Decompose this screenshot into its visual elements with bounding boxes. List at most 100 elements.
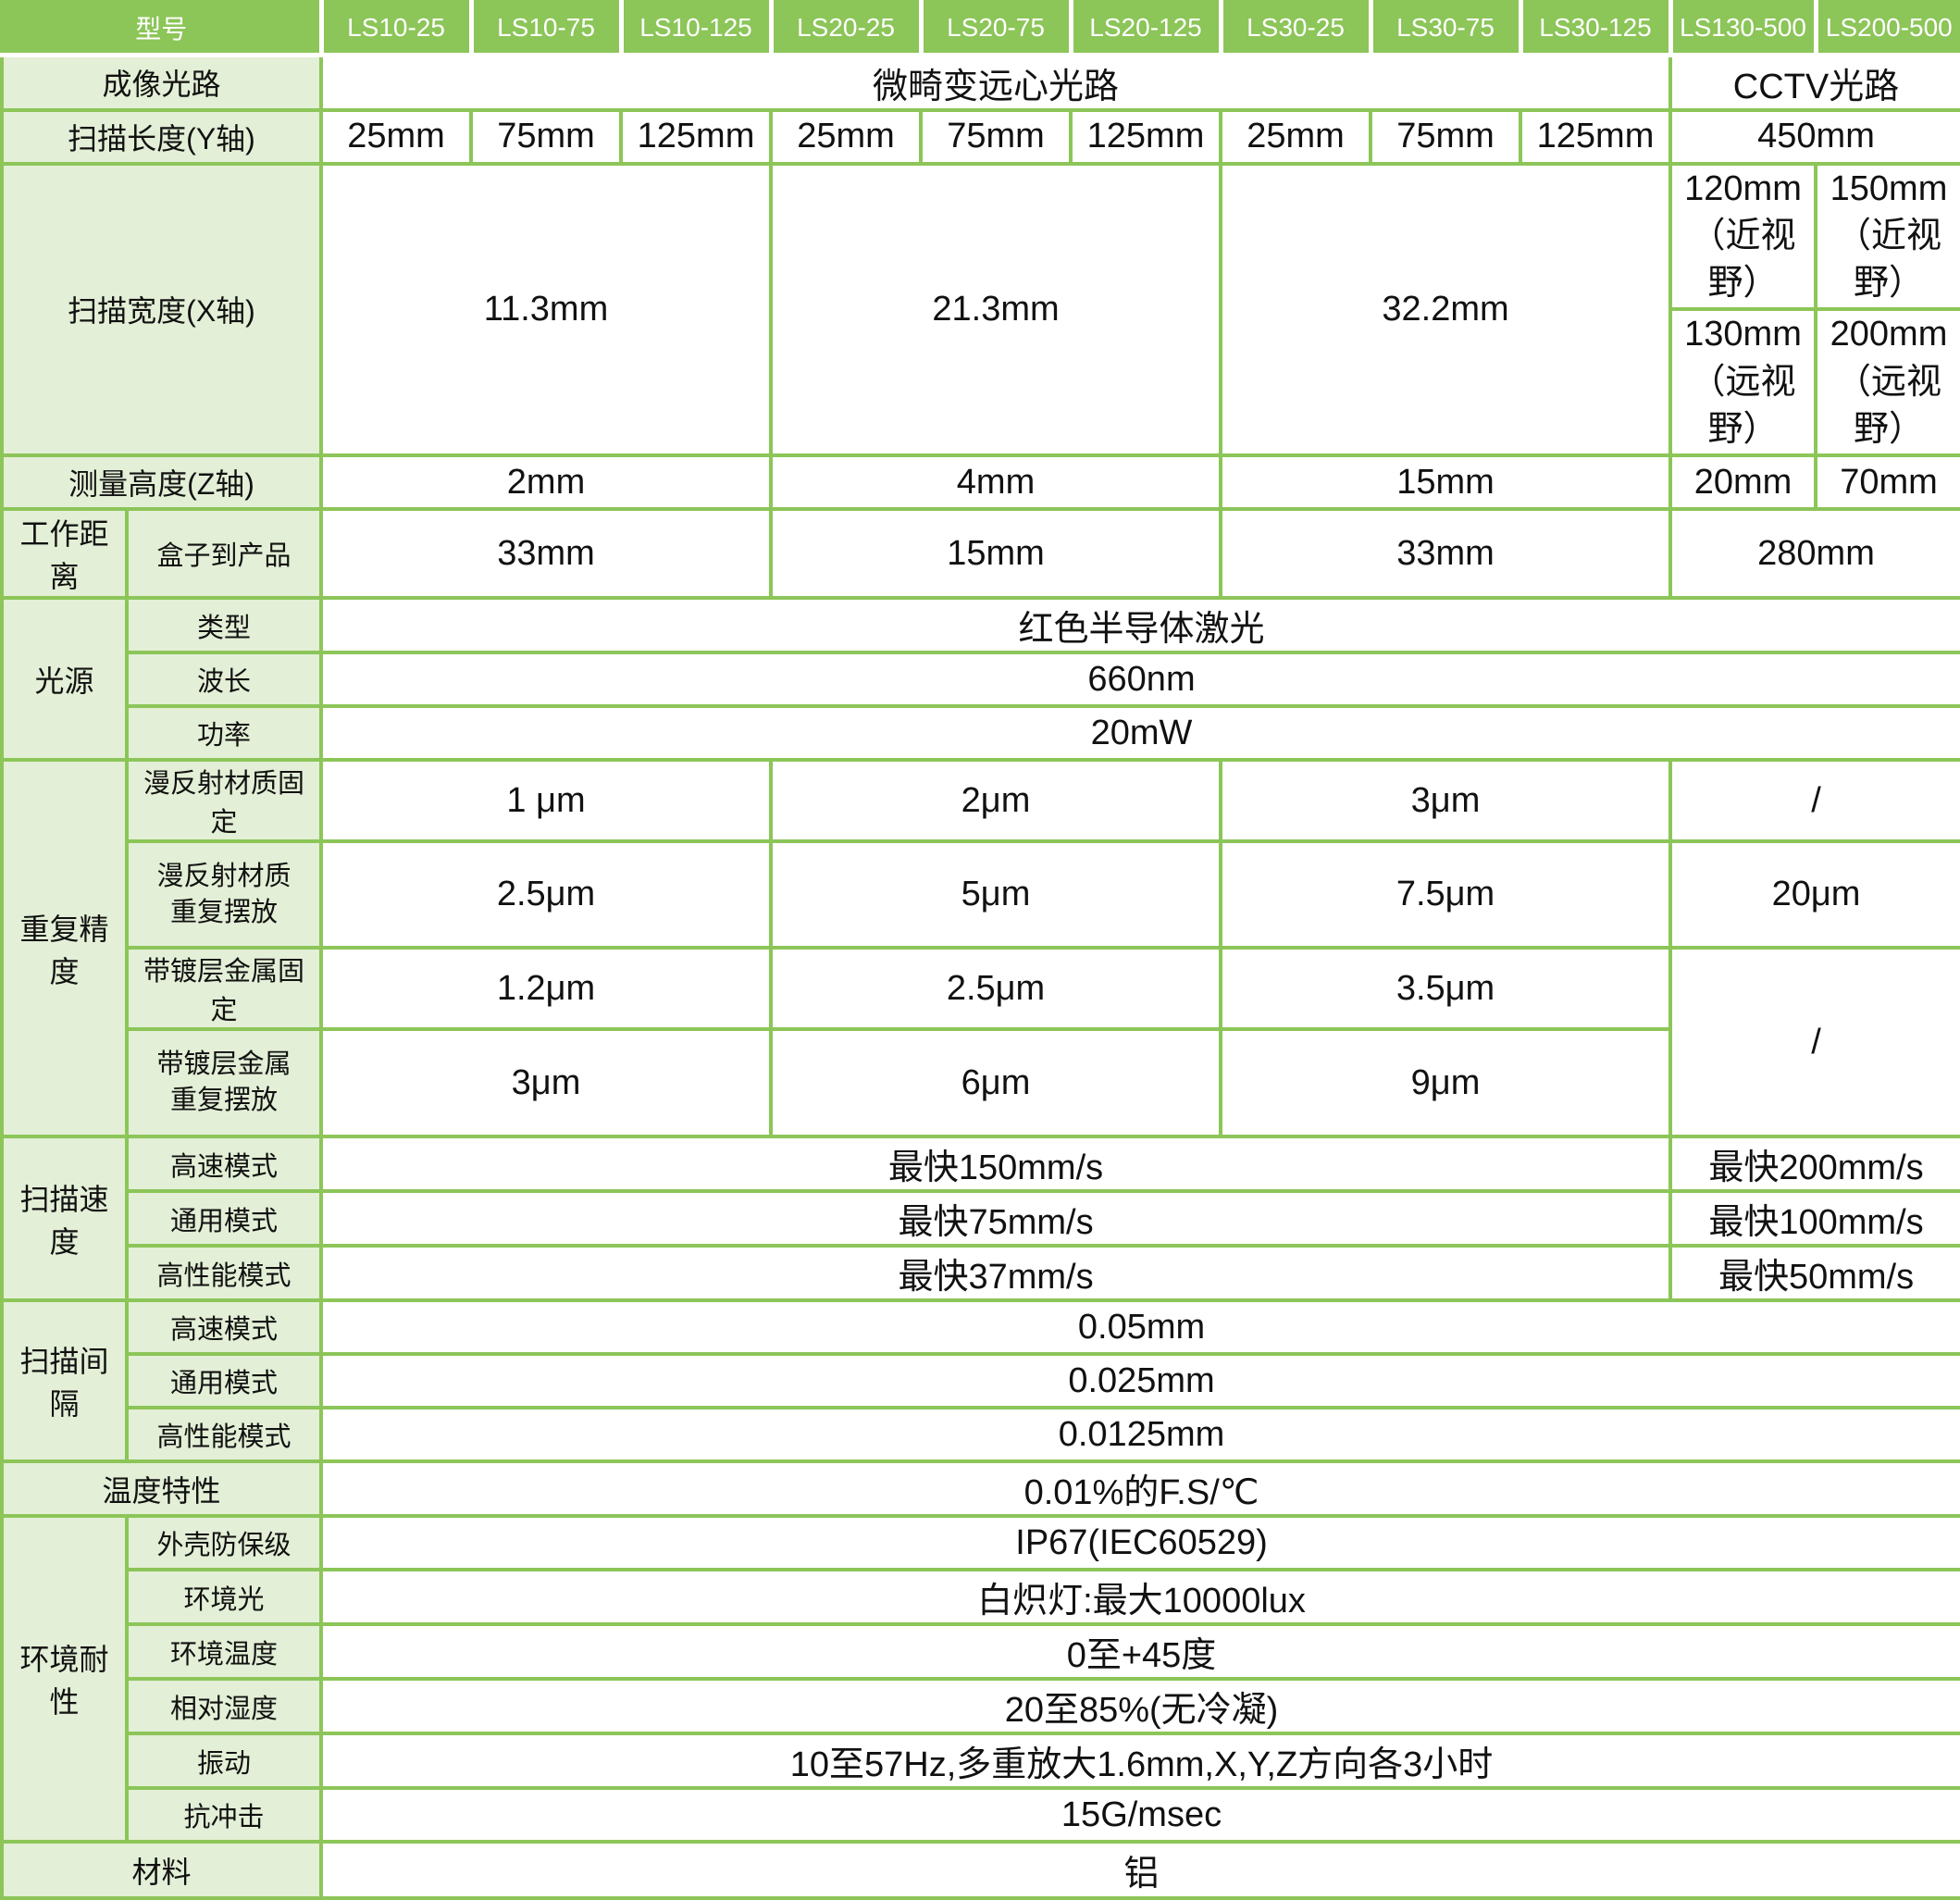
interval-general-row: 通用模式 0.025mm: [2, 1352, 1960, 1410]
scan-width-near-cell: 120mm （近视野）: [1668, 161, 1818, 312]
label-ambient-light: 环境光: [124, 1568, 324, 1627]
speed-cell: 最快37mm/s: [319, 1244, 1673, 1303]
repeatability-cell: 1 μm: [319, 758, 774, 844]
label-light-type: 类型: [124, 596, 324, 655]
environment-cell: IP67(IEC60529): [319, 1514, 1960, 1572]
model-column-header: LS30-25: [1218, 0, 1373, 57]
model-column-header: LS30-125: [1518, 0, 1673, 57]
repeatability-cell: 5μm: [769, 839, 1223, 950]
repeat-diffuse-fixed-row: 重复精度 漫反射材质固定 1 μm 2μm 3μm /: [0, 758, 1960, 1139]
work-distance-cell: 33mm: [319, 507, 774, 601]
scan-width-cell: 11.3mm: [319, 161, 774, 458]
measure-height-cell: 20mm: [1668, 453, 1818, 512]
measure-height-cell: 4mm: [769, 453, 1223, 512]
optical-path-row: 成像光路 微畸变远心光路 CCTV光路: [0, 53, 1960, 112]
scan-length-cell: 125mm: [619, 107, 774, 166]
interval-cell: 0.025mm: [319, 1352, 1960, 1410]
label-speed-high: 高速模式: [124, 1135, 324, 1194]
label-temperature: 温度特性: [0, 1459, 324, 1519]
model-column-header: LS10-75: [468, 0, 624, 57]
label-box-to-product: 盒子到产品: [124, 507, 324, 601]
model-column-header: LS130-500: [1668, 0, 1818, 57]
measure-height-row: 测量高度(Z轴) 2mm 4mm 15mm 20mm 70mm: [0, 453, 1960, 512]
repeat-plated-replaced-row: 带镀层金属 重复摆放 3μm 6μm 9μm: [2, 1027, 1960, 1139]
scan-width-cell: 32.2mm: [1219, 161, 1673, 458]
scan-length-cell: 125mm: [1069, 107, 1223, 166]
environment-cell: 白炽灯:最大10000lux: [319, 1568, 1960, 1627]
scan-width-far-cell: 130mm （远视野）: [1668, 307, 1818, 458]
env-temp-row: 环境温度 0至+45度: [2, 1622, 1960, 1682]
label-vibration: 振动: [124, 1732, 324, 1791]
label-power: 功率: [124, 704, 324, 763]
repeatability-cell: 7.5μm: [1219, 839, 1673, 950]
env-light-row: 环境光 白炽灯:最大10000lux: [2, 1568, 1960, 1627]
env-ip-row: 环境耐性 外壳防保级 IP67(IEC60529): [0, 1514, 1960, 1844]
speed-cell: 最快50mm/s: [1668, 1244, 1960, 1303]
label-material: 材料: [0, 1840, 324, 1900]
work-distance-cell: 280mm: [1668, 507, 1960, 601]
scan-length-cell: 25mm: [319, 107, 474, 166]
work-distance-row: 工作距离 盒子到产品 33mm 15mm 33mm 280mm: [0, 507, 1960, 601]
speed-general-row: 通用模式 最快75mm/s 最快100mm/s: [2, 1189, 1960, 1248]
interval-cell: 0.05mm: [319, 1298, 1960, 1357]
interval-performance-row: 高性能模式 0.0125mm: [2, 1406, 1960, 1464]
scan-length-cell: 125mm: [1519, 107, 1673, 166]
scan-length-cell: 450mm: [1668, 107, 1960, 166]
repeatability-cell: 2.5μm: [319, 839, 774, 950]
label-scan-speed-group: 扫描速度: [0, 1135, 129, 1303]
label-ambient-temperature: 环境温度: [124, 1622, 324, 1682]
scan-length-cell: 75mm: [919, 107, 1073, 166]
wavelength-cell: 660nm: [319, 651, 1960, 709]
temperature-row: 温度特性 0.01%的F.S/℃: [0, 1459, 1960, 1519]
label-work-distance: 工作距离: [0, 507, 129, 601]
light-source-wavelength-row: 波长 660nm: [2, 651, 1960, 709]
environment-cell: 0至+45度: [319, 1622, 1960, 1682]
repeatability-cell: 6μm: [769, 1027, 1223, 1139]
speed-cell: 最快75mm/s: [319, 1189, 1673, 1248]
light-source-power-row: 功率 20mW: [2, 704, 1960, 763]
repeatability-cell: 2.5μm: [769, 946, 1223, 1032]
label-measure-height: 测量高度(Z轴): [0, 453, 324, 512]
env-humidity-row: 相对湿度 20至85%(无冷凝): [2, 1677, 1960, 1736]
scan-width-cell: 21.3mm: [769, 161, 1223, 458]
model-column-header: LS20-25: [768, 0, 924, 57]
temperature-cell: 0.01%的F.S/℃: [319, 1459, 1960, 1519]
optical-path-cctv-cell: CCTV光路: [1668, 53, 1960, 112]
label-speed-general: 通用模式: [124, 1189, 324, 1248]
work-distance-cell: 15mm: [769, 507, 1223, 601]
model-column-header: LS200-500: [1813, 0, 1960, 57]
scan-length-row: 扫描长度(Y轴) 25mm 75mm 125mm 25mm 75mm 125mm…: [0, 107, 1960, 166]
material-row: 材料 铝: [0, 1840, 1960, 1900]
scan-length-cell: 75mm: [469, 107, 624, 166]
env-vibration-row: 振动 10至57Hz,多重放大1.6mm,X,Y,Z方向各3小时: [2, 1732, 1960, 1791]
label-environment-group: 环境耐性: [0, 1514, 129, 1844]
power-cell: 20mW: [319, 704, 1960, 763]
label-interval-performance: 高性能模式: [124, 1406, 324, 1464]
material-cell: 铝: [319, 1840, 1960, 1900]
repeatability-cell: 2μm: [769, 758, 1223, 844]
repeatability-cell: 1.2μm: [319, 946, 774, 1032]
interval-high-row: 扫描间隔 高速模式 0.05mm: [0, 1298, 1960, 1464]
label-wavelength: 波长: [124, 651, 324, 709]
measure-height-cell: 15mm: [1219, 453, 1673, 512]
repeatability-cell: 3μm: [319, 1027, 774, 1139]
label-enclosure-rating: 外壳防保级: [124, 1514, 324, 1572]
speed-high-row: 扫描速度 高速模式 最快150mm/s 最快200mm/s: [0, 1135, 1960, 1303]
model-column-header: LS20-125: [1068, 0, 1223, 57]
environment-cell: 20至85%(无冷凝): [319, 1677, 1960, 1736]
model-header-row: 型号 LS10-25 LS10-75 LS10-125 LS20-25 LS20…: [0, 0, 1960, 57]
repeatability-cell: /: [1668, 758, 1960, 844]
label-plated-fixed: 带镀层金属固定: [124, 946, 324, 1032]
measure-height-cell: 70mm: [1814, 453, 1960, 512]
optical-path-main-cell: 微畸变远心光路: [319, 53, 1673, 112]
scan-length-cell: 25mm: [769, 107, 924, 166]
light-source-type-row: 光源 类型 红色半导体激光: [0, 596, 1960, 763]
speed-cell: 最快100mm/s: [1668, 1189, 1960, 1248]
speed-cell: 最快200mm/s: [1668, 1135, 1960, 1194]
env-shock-row: 抗冲击 15G/msec: [2, 1786, 1960, 1844]
scan-width-far-cell: 200mm （远视野）: [1814, 307, 1960, 458]
label-diffuse-fixed: 漫反射材质固定: [124, 758, 324, 844]
model-column-header: LS10-125: [618, 0, 774, 57]
label-speed-performance: 高性能模式: [124, 1244, 324, 1303]
